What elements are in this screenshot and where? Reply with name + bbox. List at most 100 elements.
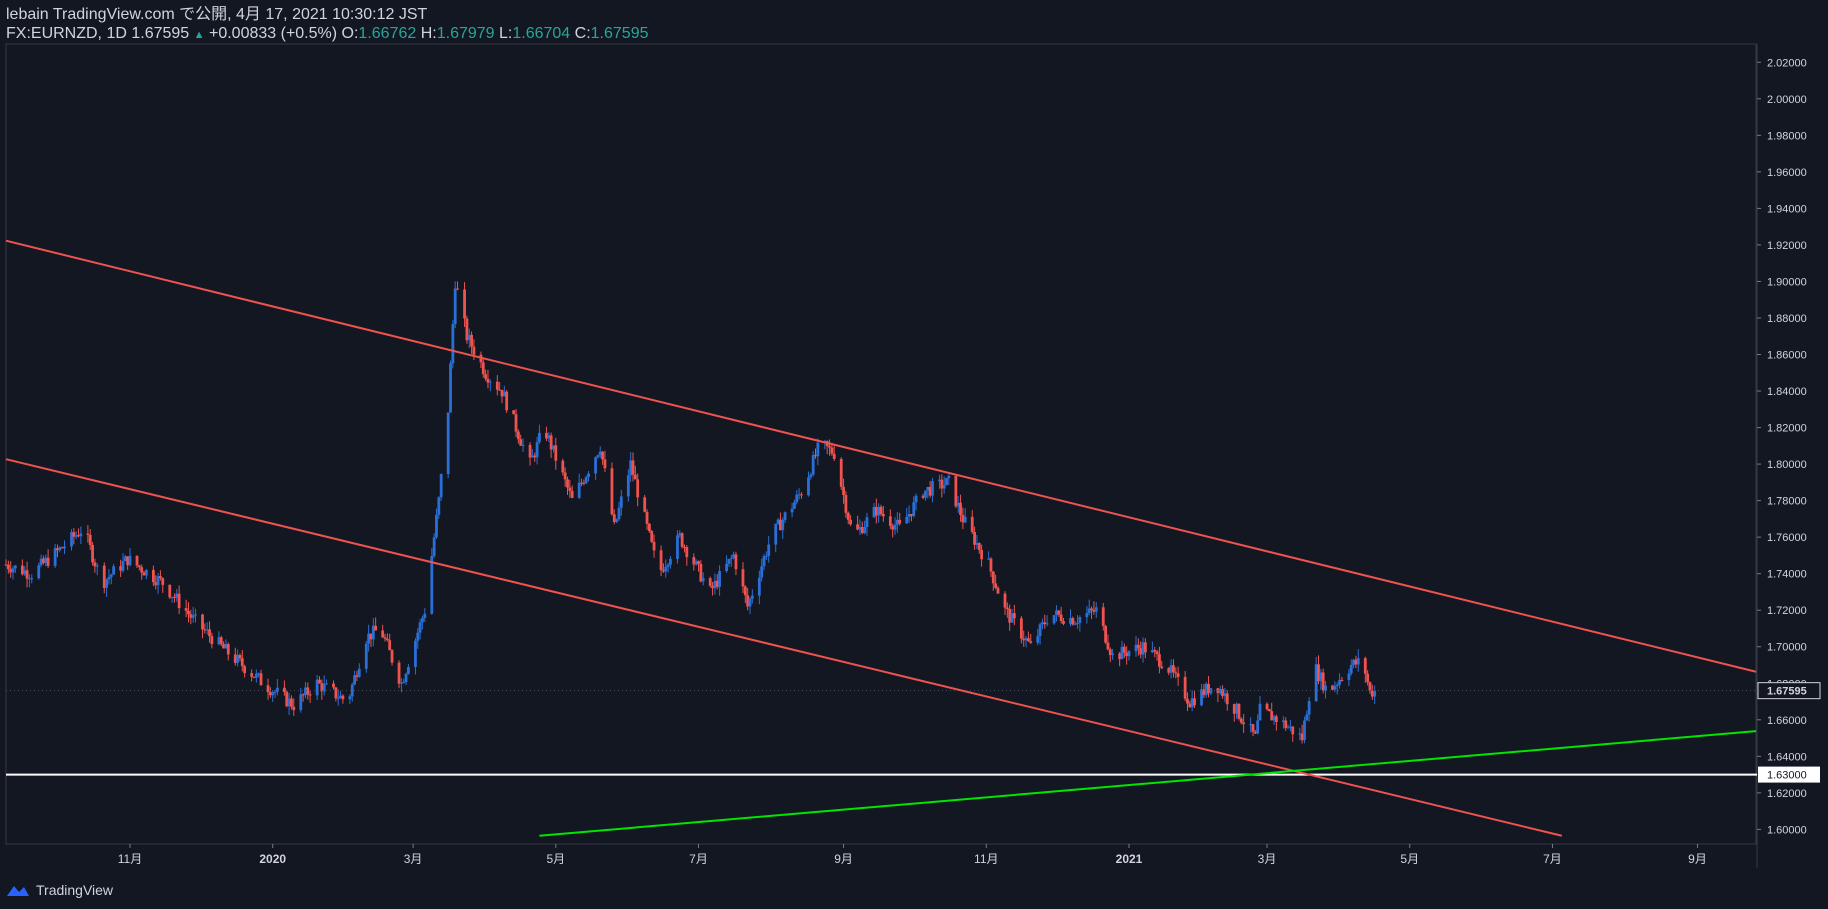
candle-body: [430, 555, 434, 614]
candle-body: [989, 558, 993, 572]
plot-frame: [5, 43, 1757, 845]
candle-body: [839, 458, 843, 487]
candle-body: [1370, 690, 1374, 697]
candle-body: [299, 694, 303, 711]
candle-body: [514, 414, 518, 432]
candle-body: [1041, 622, 1044, 625]
candle-body: [6, 564, 10, 570]
candle-body: [790, 508, 794, 513]
candle-body: [287, 698, 291, 707]
candle-body: [505, 391, 509, 411]
candle-body: [1251, 724, 1255, 732]
candle-body: [699, 563, 703, 582]
candle-body: [320, 683, 324, 692]
candle-body: [273, 691, 277, 693]
candle-body: [538, 432, 541, 443]
y-tick-label: 1.82000: [1767, 423, 1807, 435]
candle-body: [697, 561, 700, 564]
footer-branding[interactable]: TradingView: [6, 879, 113, 901]
candle-body: [88, 534, 92, 545]
candle-body: [678, 533, 682, 536]
y-tick-label: 2.02000: [1767, 57, 1807, 69]
candle-body: [500, 389, 504, 397]
candle-body: [301, 694, 305, 696]
candle-body: [1239, 718, 1243, 723]
candle-body: [844, 494, 848, 513]
candle-body: [1094, 607, 1098, 612]
candle-body: [750, 595, 754, 599]
x-tick-label: 3月: [404, 852, 423, 866]
candle-body: [240, 658, 244, 667]
candle-body: [254, 673, 258, 678]
candle-body: [912, 502, 916, 516]
candle-body: [1249, 724, 1253, 726]
candle-body: [1270, 711, 1274, 721]
candle-body: [42, 558, 45, 564]
candle-body: [664, 566, 668, 572]
candle-body: [348, 696, 352, 700]
candle-body: [399, 682, 403, 684]
candle-body: [1111, 653, 1115, 656]
y-tick-label: 1.98000: [1767, 130, 1807, 142]
candle-body: [484, 374, 488, 379]
candle-body: [144, 569, 148, 576]
candle-body: [184, 608, 188, 611]
candle-body: [816, 442, 820, 457]
candle-body: [173, 596, 176, 598]
candle-body: [746, 595, 750, 607]
candle-body: [863, 526, 867, 534]
candle-body: [233, 654, 237, 663]
candle-body: [56, 548, 59, 551]
candle-body: [1300, 733, 1304, 741]
candle-body: [692, 557, 696, 565]
candle-body: [650, 531, 654, 542]
candle-body: [1303, 720, 1306, 741]
open-value: 1.66762: [358, 25, 417, 42]
candle-body: [126, 556, 130, 566]
candle-body: [947, 475, 951, 479]
candle-body: [470, 334, 473, 347]
candle-body: [1026, 638, 1030, 642]
candle-body: [1286, 727, 1290, 729]
candle-body: [102, 565, 106, 588]
candle-body: [727, 559, 731, 564]
candle-body: [598, 451, 602, 456]
candle-body: [1104, 625, 1107, 643]
candle-body: [488, 381, 492, 383]
candle-body: [757, 577, 761, 596]
candle-body: [390, 650, 394, 663]
candle-body: [37, 565, 41, 579]
candle-body: [898, 519, 902, 524]
candle-body: [119, 566, 123, 571]
candle-body: [1298, 733, 1302, 735]
candle-body: [734, 554, 738, 570]
candle-body: [1024, 638, 1028, 641]
candle-body: [708, 578, 712, 586]
candle-body: [582, 482, 586, 484]
candle-body: [13, 565, 17, 569]
candle-body: [135, 555, 139, 566]
candle-body: [1207, 683, 1210, 694]
candle-body: [549, 435, 553, 450]
candle-body: [956, 502, 960, 507]
grid: [5, 43, 1758, 868]
candle-body: [603, 459, 607, 469]
candle-body: [205, 629, 209, 631]
candle-body: [888, 516, 892, 526]
candle-body: [516, 431, 520, 440]
candle-body: [1118, 653, 1122, 660]
candle-body: [807, 477, 810, 496]
candle-body: [44, 557, 48, 564]
candle-body: [961, 514, 965, 523]
candle-body: [570, 490, 574, 498]
candle-body: [830, 447, 834, 454]
candle-body: [1036, 636, 1040, 643]
candle-body: [1223, 693, 1227, 697]
candle-body: [1274, 716, 1278, 723]
candle-body: [1092, 610, 1096, 612]
candle-body: [449, 363, 452, 413]
candle-body: [1155, 651, 1159, 655]
candle-body: [402, 681, 406, 683]
candle-body: [367, 633, 371, 644]
